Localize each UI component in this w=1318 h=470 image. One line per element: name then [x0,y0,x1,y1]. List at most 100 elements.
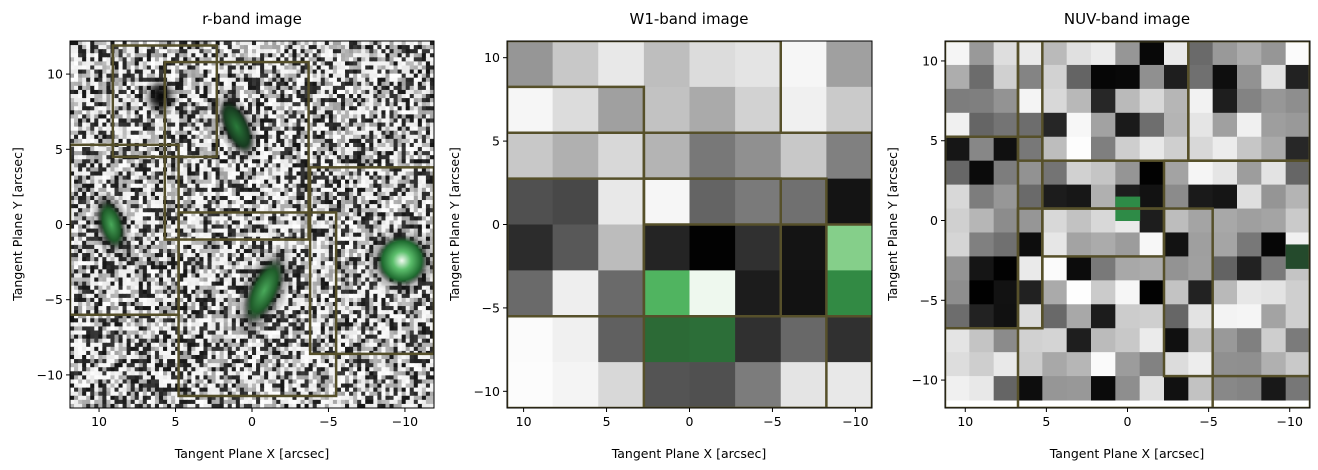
image-pixel [199,53,205,58]
image-pixel [345,61,350,67]
image-pixel [328,73,334,79]
image-pixel [243,232,249,238]
image-pixel [235,187,241,193]
image-pixel [207,57,213,62]
image-pixel [296,204,302,209]
image-pixel [187,179,192,185]
image-pixel [397,200,403,205]
image-pixel [292,183,298,189]
image-pixel [324,147,330,152]
image-pixel [300,85,306,91]
image-pixel [94,81,99,87]
image-pixel [134,147,140,152]
image-pixel [179,183,184,189]
image-pixel [70,41,75,46]
image-pixel [252,244,257,250]
image-pixel [425,212,431,217]
image-pixel [397,138,403,144]
image-pixel [187,167,192,173]
image-pixel [389,118,395,124]
image-pixel [126,118,132,124]
image-pixel [381,216,387,222]
image-pixel [94,89,99,95]
image-pixel [203,147,209,152]
image-pixel [122,65,128,71]
image-pixel [203,212,209,217]
image-pixel [154,208,160,213]
image-pixel [187,41,192,46]
image-pixel [361,240,366,246]
image-pixel [98,77,103,83]
image-pixel [264,98,269,103]
image-pixel [239,163,245,169]
image-pixel [122,77,128,83]
image-pixel [134,89,140,95]
image-pixel [223,69,229,75]
image-pixel [126,89,132,95]
image-pixel [316,163,322,169]
image-pixel [94,159,99,164]
image-pixel [276,53,281,58]
image-pixel [98,159,103,164]
image-pixel [280,138,285,144]
image-pixel [385,65,391,71]
image-pixel [268,200,273,205]
image-pixel [243,244,249,250]
image-pixel [227,195,233,201]
image-pixel [397,102,403,107]
image-pixel [280,195,285,201]
image-pixel [114,53,120,58]
image-pixel [227,187,233,193]
image-pixel [316,122,322,128]
image-pixel [219,179,225,185]
image-pixel [332,195,338,201]
image-pixel [276,45,281,50]
image-pixel [175,81,180,87]
image-pixel [207,200,213,205]
image-pixel [393,208,399,213]
image-pixel [413,134,419,140]
image-pixel [82,248,87,254]
image-pixel [300,130,306,136]
image-pixel [264,81,269,87]
image-pixel [175,138,180,144]
image-pixel [296,220,302,226]
image-pixel [320,220,326,226]
image-pixel [300,65,306,71]
image-pixel [349,138,354,144]
image-pixel [405,179,411,185]
image-pixel [345,110,350,115]
image-pixel [118,191,124,197]
image-pixel [296,114,302,120]
image-pixel [361,110,366,115]
image-pixel [349,69,354,75]
image-pixel [425,195,431,201]
image-pixel [86,155,91,160]
image-pixel [191,77,196,83]
image-pixel [118,118,124,124]
image-pixel [280,187,285,193]
image-pixel [320,65,326,71]
image-pixel [82,151,87,156]
image-pixel [82,49,87,54]
image-pixel [158,61,164,67]
image-pixel [288,208,294,213]
image-pixel [413,45,419,50]
image-pixel [191,85,196,91]
image-pixel [74,167,79,173]
image-pixel [183,147,188,152]
image-pixel [247,65,253,71]
image-pixel [369,151,374,156]
image-pixel [171,53,176,58]
image-pixel [207,73,213,79]
image-pixel [304,204,310,209]
image-pixel [377,126,383,132]
image-pixel [320,159,326,164]
image-pixel [150,114,156,120]
image-pixel [118,163,124,169]
image-pixel [138,212,144,217]
image-pixel [215,183,221,189]
image-pixel [264,147,269,152]
image-pixel [284,240,289,246]
image-pixel [74,73,79,79]
